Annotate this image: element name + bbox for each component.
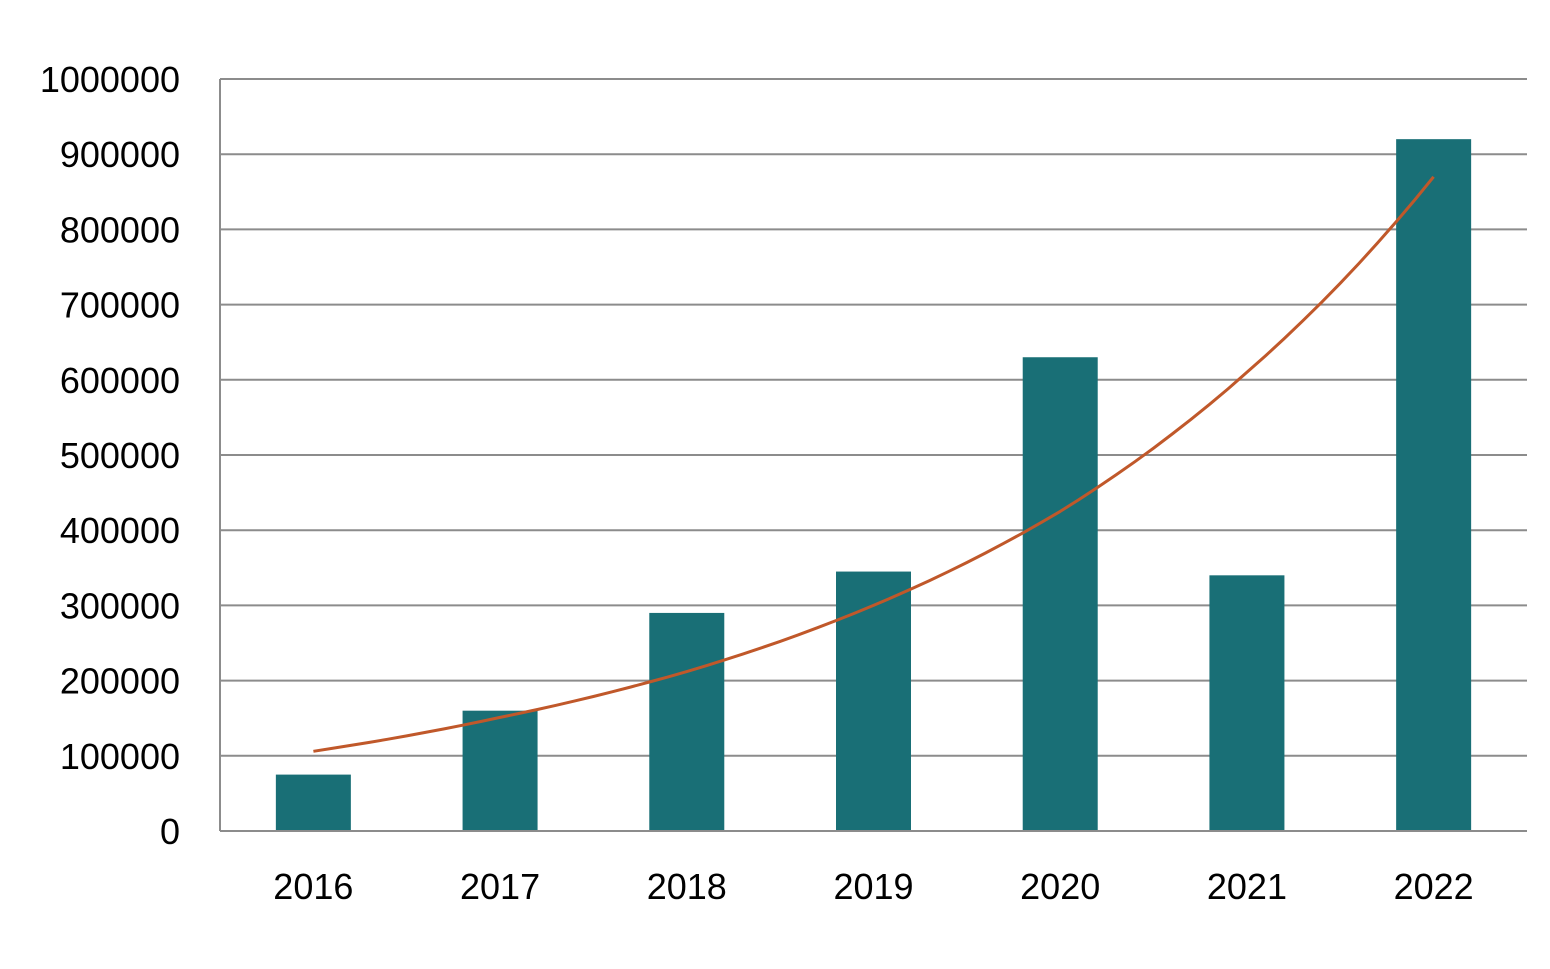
- bars: [275, 139, 1472, 831]
- axes: [219, 79, 1527, 832]
- trendline-layer: [313, 175, 1435, 753]
- x-tick-label: 2016: [273, 866, 353, 907]
- y-axis-tick-labels: 0 100000 200000 300000 400000 500000 600000 700…: [40, 59, 180, 852]
- x-tick-label: 2021: [1207, 866, 1287, 907]
- y-tick-label: 400000: [60, 510, 180, 551]
- bar-2018: [649, 612, 725, 831]
- x-tick-label: 2022: [1394, 866, 1474, 907]
- x-tick-label: 2018: [647, 866, 727, 907]
- bar-2017: [462, 710, 538, 831]
- y-tick-label: 900000: [60, 134, 180, 175]
- grid-lines: [220, 78, 1527, 757]
- bar-2019: [836, 571, 911, 831]
- y-tick-label: 800000: [60, 209, 180, 250]
- y-tick-label: 100000: [60, 736, 180, 777]
- bar-2020: [1022, 357, 1098, 831]
- bar-2016: [275, 774, 351, 831]
- bar-2021: [1209, 575, 1285, 831]
- x-tick-label: 2020: [1020, 866, 1100, 907]
- y-tick-label: 700000: [60, 285, 180, 326]
- trendline: [313, 175, 1435, 753]
- y-tick-label: 600000: [60, 360, 180, 401]
- x-tick-label: 2019: [833, 866, 913, 907]
- y-tick-label: 300000: [60, 585, 180, 626]
- bar-2022: [1396, 139, 1472, 831]
- x-axis-tick-labels: 2016 2017 2018 2019 2020 2021 2022: [273, 866, 1473, 907]
- y-tick-label: 500000: [60, 435, 180, 476]
- y-tick-label: 200000: [60, 661, 180, 702]
- x-tick-label: 2017: [460, 866, 540, 907]
- y-tick-label: 0: [160, 811, 180, 852]
- y-tick-label: 1000000: [40, 59, 180, 100]
